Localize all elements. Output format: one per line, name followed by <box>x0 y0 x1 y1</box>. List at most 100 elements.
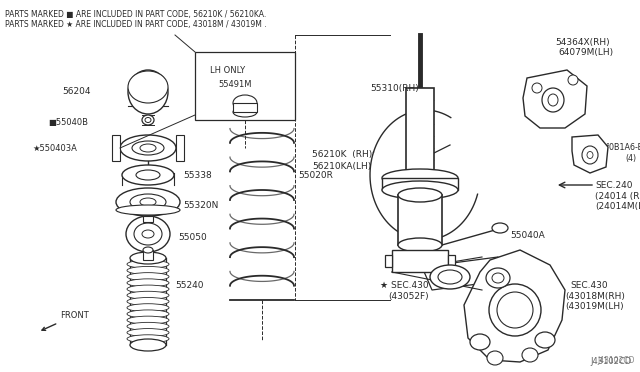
Ellipse shape <box>233 107 257 117</box>
Text: 56210K  (RH): 56210K (RH) <box>312 151 372 160</box>
Bar <box>448 255 455 267</box>
Bar <box>176 135 184 161</box>
Ellipse shape <box>116 188 180 216</box>
Text: (43019M(LH): (43019M(LH) <box>565 302 623 311</box>
Text: 55240: 55240 <box>175 280 204 289</box>
Ellipse shape <box>130 194 166 210</box>
Text: 64079M(LH): 64079M(LH) <box>558 48 613 58</box>
Text: ■55040B: ■55040B <box>48 118 88 126</box>
Text: 55491M: 55491M <box>218 80 252 89</box>
Text: (43052F): (43052F) <box>388 292 429 301</box>
Ellipse shape <box>127 291 169 299</box>
Ellipse shape <box>132 141 164 155</box>
Text: 55050: 55050 <box>178 232 207 241</box>
Ellipse shape <box>382 169 458 187</box>
Ellipse shape <box>587 151 593 158</box>
Ellipse shape <box>430 265 470 289</box>
Bar <box>233 103 257 112</box>
Text: J43102CD: J43102CD <box>598 356 635 365</box>
Text: SEC.430: SEC.430 <box>570 280 607 289</box>
Ellipse shape <box>522 348 538 362</box>
Ellipse shape <box>486 268 510 288</box>
Ellipse shape <box>143 247 153 253</box>
Bar <box>112 135 120 161</box>
Text: LH ONLY: LH ONLY <box>210 66 245 75</box>
Text: ★550403A: ★550403A <box>32 144 77 153</box>
Text: 55040A: 55040A <box>510 231 545 240</box>
Bar <box>382 178 458 190</box>
Text: PARTS MARKED ★ ARE INCLUDED IN PART CODE, 43018M / 43019M .: PARTS MARKED ★ ARE INCLUDED IN PART CODE… <box>5 20 267 29</box>
Ellipse shape <box>126 216 170 252</box>
Text: 55310(RH): 55310(RH) <box>370 83 419 93</box>
Ellipse shape <box>127 328 169 337</box>
Text: 54364X(RH): 54364X(RH) <box>555 38 610 46</box>
Polygon shape <box>422 257 508 290</box>
Text: FRONT: FRONT <box>42 311 89 330</box>
Text: J43102CD: J43102CD <box>591 357 632 366</box>
Ellipse shape <box>120 135 176 161</box>
Ellipse shape <box>582 146 598 164</box>
Ellipse shape <box>127 310 169 318</box>
Ellipse shape <box>130 252 166 264</box>
FancyBboxPatch shape <box>195 52 295 120</box>
Ellipse shape <box>142 230 154 238</box>
Ellipse shape <box>127 260 169 268</box>
Ellipse shape <box>140 198 156 206</box>
Ellipse shape <box>127 304 169 312</box>
Ellipse shape <box>532 83 542 93</box>
Text: SEC.240: SEC.240 <box>595 180 632 189</box>
Ellipse shape <box>127 316 169 324</box>
Ellipse shape <box>489 284 541 336</box>
Ellipse shape <box>127 279 169 287</box>
Ellipse shape <box>497 292 533 328</box>
Bar <box>143 216 153 222</box>
Text: 55338: 55338 <box>183 170 212 180</box>
Ellipse shape <box>548 94 558 106</box>
Ellipse shape <box>470 334 490 350</box>
Ellipse shape <box>492 223 508 233</box>
Ellipse shape <box>142 115 154 125</box>
Ellipse shape <box>398 238 442 252</box>
Ellipse shape <box>568 75 578 85</box>
Ellipse shape <box>127 273 169 280</box>
Ellipse shape <box>128 71 168 103</box>
Ellipse shape <box>438 270 462 284</box>
Bar <box>143 250 153 260</box>
Text: (4): (4) <box>625 154 636 164</box>
Bar <box>392 250 448 272</box>
Text: ★ SEC.430: ★ SEC.430 <box>380 280 429 289</box>
Ellipse shape <box>398 188 442 202</box>
Bar <box>398 195 442 245</box>
Ellipse shape <box>122 165 174 185</box>
Ellipse shape <box>487 351 503 365</box>
Ellipse shape <box>127 285 169 293</box>
Bar <box>406 88 434 178</box>
Ellipse shape <box>127 323 169 330</box>
Text: (24014 (RH): (24014 (RH) <box>595 192 640 201</box>
Ellipse shape <box>492 273 504 283</box>
Ellipse shape <box>542 88 564 112</box>
Text: °0B1A6-B202A: °0B1A6-B202A <box>605 144 640 153</box>
Ellipse shape <box>127 335 169 343</box>
Ellipse shape <box>145 118 151 122</box>
Polygon shape <box>464 250 565 362</box>
Ellipse shape <box>535 332 555 348</box>
Text: 55020R: 55020R <box>298 170 333 180</box>
Text: 56210KA(LH): 56210KA(LH) <box>312 163 371 171</box>
Polygon shape <box>523 70 587 128</box>
Polygon shape <box>572 135 608 173</box>
Ellipse shape <box>136 170 160 180</box>
Bar <box>385 255 392 267</box>
Ellipse shape <box>116 205 180 215</box>
Ellipse shape <box>128 70 168 114</box>
Ellipse shape <box>140 144 156 152</box>
Ellipse shape <box>130 339 166 351</box>
Ellipse shape <box>127 266 169 275</box>
Ellipse shape <box>233 95 257 111</box>
Text: PARTS MARKED ■ ARE INCLUDED IN PART CODE, 56210K / 56210KA.: PARTS MARKED ■ ARE INCLUDED IN PART CODE… <box>5 10 266 19</box>
Ellipse shape <box>382 181 458 199</box>
Ellipse shape <box>127 298 169 305</box>
Text: 56204: 56204 <box>62 87 90 96</box>
Ellipse shape <box>134 223 162 245</box>
Text: (24014M(LH): (24014M(LH) <box>595 202 640 212</box>
